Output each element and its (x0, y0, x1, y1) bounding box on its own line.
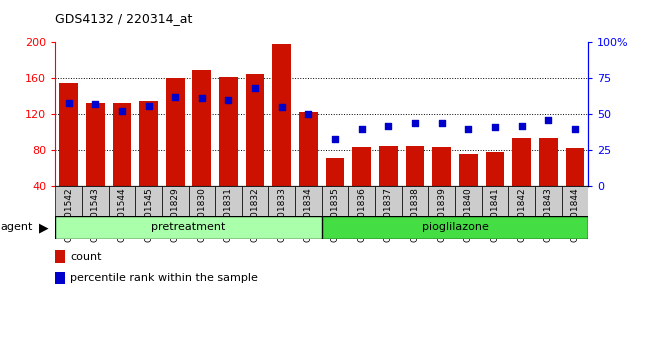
Point (437, 120, 447, 126)
Bar (322, 186, 348, 216)
Bar (55, 186, 82, 216)
Point (463, 126, 473, 131)
Bar (562, 186, 588, 216)
Bar (459, 154, 478, 222)
Point (64, 100, 74, 105)
Point (384, 123, 394, 129)
Point (90, 101, 101, 107)
Text: GSM201833: GSM201833 (278, 187, 286, 242)
Bar (402, 186, 428, 216)
Bar (322, 216, 588, 239)
Bar (326, 158, 344, 222)
Bar (55, 216, 322, 239)
Bar (59, 83, 78, 222)
Bar (295, 186, 322, 216)
Point (143, 103, 154, 108)
Bar (219, 76, 238, 222)
Bar (166, 78, 185, 222)
Point (170, 94, 181, 100)
Text: GSM201836: GSM201836 (358, 187, 366, 242)
Text: GSM201839: GSM201839 (437, 187, 446, 242)
Text: GSM201844: GSM201844 (571, 187, 579, 242)
Point (516, 123, 526, 129)
Point (303, 111, 314, 117)
Bar (352, 147, 371, 222)
Text: GSM201841: GSM201841 (491, 187, 499, 242)
Point (569, 126, 580, 131)
Bar (428, 186, 455, 216)
Text: GSM201544: GSM201544 (118, 187, 126, 242)
Text: count: count (70, 252, 101, 262)
Bar (535, 186, 562, 216)
Text: ▶: ▶ (39, 221, 49, 234)
Point (196, 96, 207, 101)
Bar (486, 152, 504, 222)
Point (410, 120, 421, 126)
Bar (539, 138, 558, 222)
Bar (272, 44, 291, 222)
Text: GSM201840: GSM201840 (464, 187, 473, 242)
Point (356, 126, 367, 131)
Bar (379, 147, 398, 222)
Text: GSM201834: GSM201834 (304, 187, 313, 242)
Bar (82, 186, 109, 216)
Bar (55, 250, 65, 263)
Text: percentile rank within the sample: percentile rank within the sample (70, 273, 258, 283)
Text: GSM201838: GSM201838 (411, 187, 419, 242)
Bar (109, 186, 135, 216)
Bar (112, 103, 131, 222)
Bar (482, 186, 508, 216)
Text: GSM201543: GSM201543 (91, 187, 99, 242)
Bar (55, 272, 65, 284)
Bar (268, 186, 295, 216)
Point (250, 86, 260, 91)
Point (543, 117, 554, 123)
Bar (566, 148, 584, 222)
Text: pioglilazone: pioglilazone (422, 222, 488, 233)
Text: GSM201831: GSM201831 (224, 187, 233, 242)
Bar (455, 186, 482, 216)
Text: GSM201842: GSM201842 (517, 187, 526, 242)
Bar (215, 186, 242, 216)
Text: agent: agent (0, 222, 32, 233)
Bar (162, 186, 188, 216)
Bar (246, 74, 265, 222)
Bar (348, 186, 375, 216)
Text: pretreatment: pretreatment (151, 222, 226, 233)
Bar (375, 186, 402, 216)
Bar (135, 186, 162, 216)
Text: GSM201545: GSM201545 (144, 187, 153, 242)
Text: GSM201843: GSM201843 (544, 187, 552, 242)
Bar (299, 112, 318, 222)
Bar (406, 145, 424, 222)
Point (117, 108, 127, 114)
Bar (188, 186, 215, 216)
Point (490, 124, 501, 130)
Text: GSM201542: GSM201542 (64, 187, 73, 242)
Bar (242, 186, 268, 216)
Text: GSM201837: GSM201837 (384, 187, 393, 242)
Point (224, 97, 234, 103)
Text: GDS4132 / 220314_at: GDS4132 / 220314_at (55, 12, 192, 25)
Point (330, 136, 341, 141)
Point (277, 104, 287, 110)
Bar (432, 147, 451, 222)
Bar (139, 101, 158, 222)
Text: GSM201835: GSM201835 (331, 187, 339, 242)
Text: GSM201832: GSM201832 (251, 187, 259, 242)
Text: GSM201829: GSM201829 (171, 187, 179, 242)
Text: GSM201830: GSM201830 (198, 187, 206, 242)
Bar (508, 186, 535, 216)
Bar (86, 103, 105, 222)
Bar (512, 138, 531, 222)
Bar (192, 70, 211, 222)
